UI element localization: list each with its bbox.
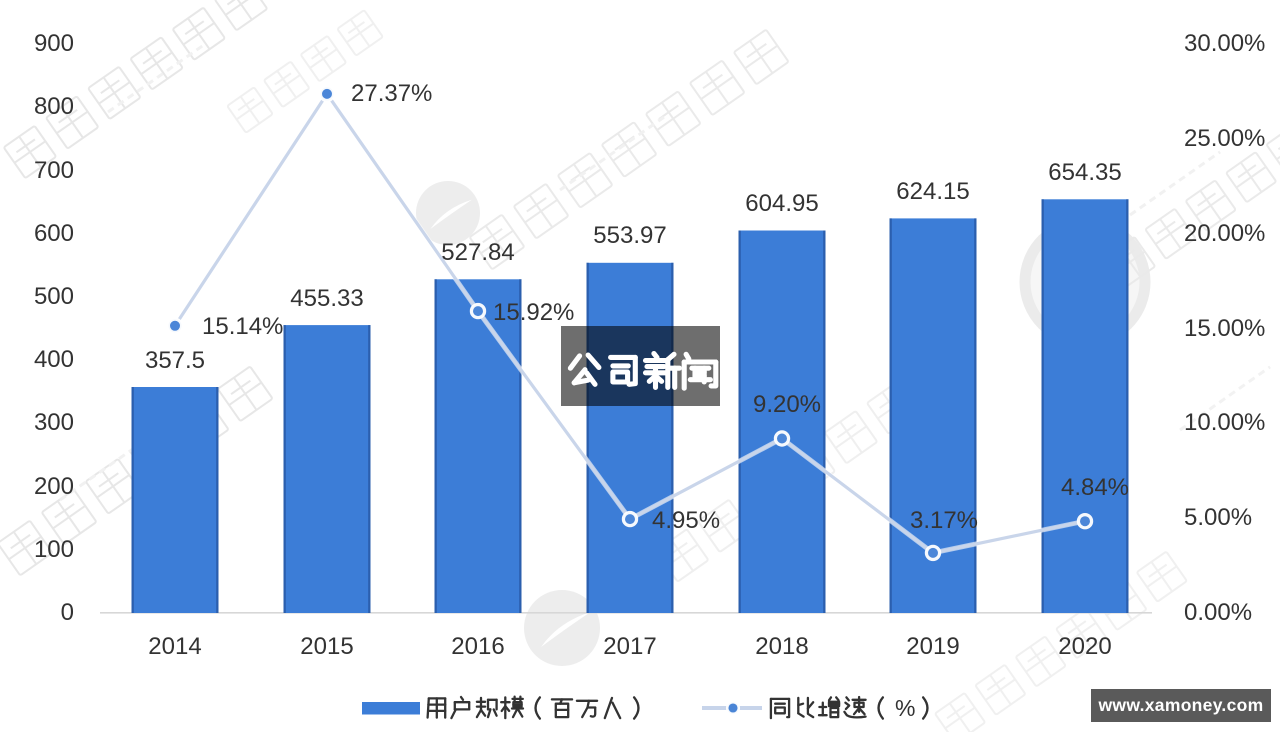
svg-text:%: % bbox=[895, 695, 915, 721]
